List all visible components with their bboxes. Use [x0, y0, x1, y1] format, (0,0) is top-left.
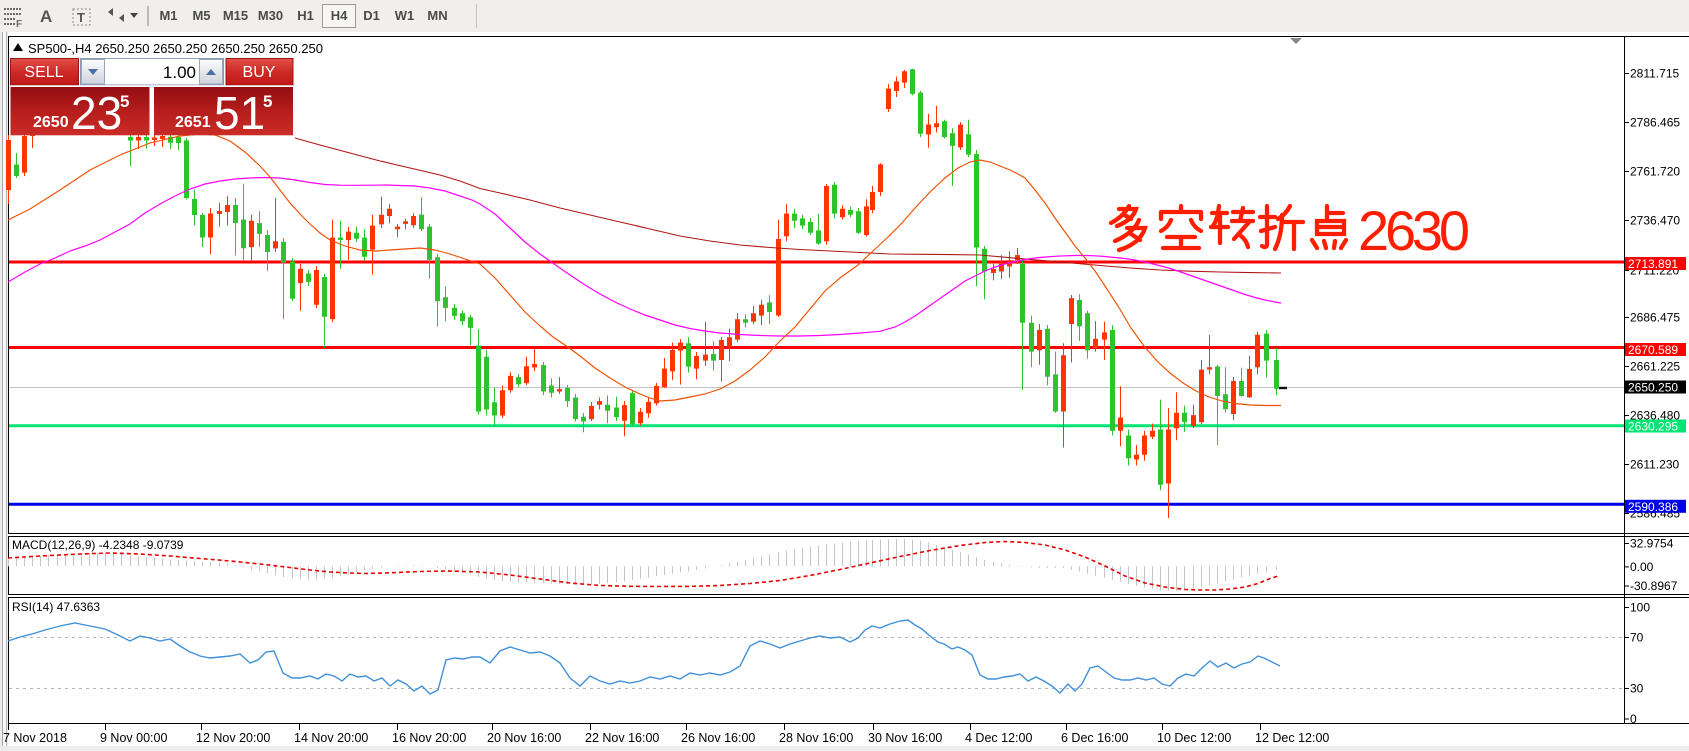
svg-text:2590.386: 2590.386	[1628, 500, 1678, 514]
svg-text:2611.230: 2611.230	[1630, 458, 1679, 472]
svg-text:10 Dec 12:00: 10 Dec 12:00	[1157, 731, 1231, 745]
svg-text:2713.891: 2713.891	[1628, 257, 1678, 271]
svg-text:-30.8967: -30.8967	[1630, 579, 1678, 593]
svg-text:2736.470: 2736.470	[1630, 214, 1680, 228]
svg-text:2650.250: 2650.250	[1628, 381, 1678, 395]
svg-text:51: 51	[214, 87, 265, 139]
svg-text:2650: 2650	[33, 114, 69, 131]
svg-text:6 Dec 16:00: 6 Dec 16:00	[1061, 731, 1128, 745]
svg-text:SELL: SELL	[24, 64, 63, 81]
svg-text:22 Nov 16:00: 22 Nov 16:00	[585, 731, 659, 745]
svg-text:1.00: 1.00	[163, 63, 196, 82]
svg-text:MACD(12,26,9) -4.2348 -9.0739: MACD(12,26,9) -4.2348 -9.0739	[12, 538, 184, 552]
svg-text:9 Nov 00:00: 9 Nov 00:00	[100, 731, 167, 745]
svg-text:2786.465: 2786.465	[1630, 116, 1680, 130]
svg-text:100: 100	[1630, 601, 1650, 615]
svg-text:T: T	[77, 10, 85, 25]
svg-text:2630.295: 2630.295	[1628, 420, 1678, 434]
svg-text:14 Nov 20:00: 14 Nov 20:00	[294, 731, 368, 745]
svg-text:2630: 2630	[1358, 199, 1470, 262]
svg-text:2636.480: 2636.480	[1630, 409, 1680, 423]
svg-text:2651: 2651	[175, 114, 211, 131]
svg-text:0.00: 0.00	[1630, 560, 1654, 574]
svg-text:2811.715: 2811.715	[1630, 67, 1679, 81]
svg-text:26 Nov 16:00: 26 Nov 16:00	[681, 731, 755, 745]
svg-text:7 Nov 2018: 7 Nov 2018	[3, 731, 67, 745]
svg-text:30 Nov 16:00: 30 Nov 16:00	[868, 731, 942, 745]
svg-text:12 Nov 20:00: 12 Nov 20:00	[196, 731, 270, 745]
svg-text:2761.720: 2761.720	[1630, 165, 1680, 179]
svg-text:RSI(14) 47.6363: RSI(14) 47.6363	[12, 600, 100, 614]
svg-text:F: F	[16, 19, 22, 30]
svg-text:4 Dec 12:00: 4 Dec 12:00	[965, 731, 1032, 745]
svg-text:32.9754: 32.9754	[1630, 537, 1674, 551]
svg-text:12 Dec 12:00: 12 Dec 12:00	[1255, 731, 1329, 745]
svg-text:30: 30	[1630, 682, 1644, 696]
svg-text:5: 5	[120, 92, 129, 111]
svg-text:BUY: BUY	[243, 64, 276, 81]
svg-text:5: 5	[263, 92, 272, 111]
svg-text:70: 70	[1630, 631, 1644, 645]
svg-text:16 Nov 20:00: 16 Nov 20:00	[392, 731, 466, 745]
svg-text:2670.589: 2670.589	[1628, 343, 1678, 357]
svg-text:2686.475: 2686.475	[1630, 311, 1680, 325]
svg-text:0: 0	[1630, 712, 1637, 726]
svg-text:23: 23	[71, 87, 122, 139]
svg-text:2661.225: 2661.225	[1630, 360, 1680, 374]
svg-text:A: A	[40, 7, 52, 26]
svg-text:28 Nov 16:00: 28 Nov 16:00	[779, 731, 853, 745]
svg-text:SP500-,H4 2650.250 2650.250 2: SP500-,H4 2650.250 2650.250 2650.250 265…	[28, 41, 323, 56]
svg-text:20 Nov 16:00: 20 Nov 16:00	[487, 731, 561, 745]
